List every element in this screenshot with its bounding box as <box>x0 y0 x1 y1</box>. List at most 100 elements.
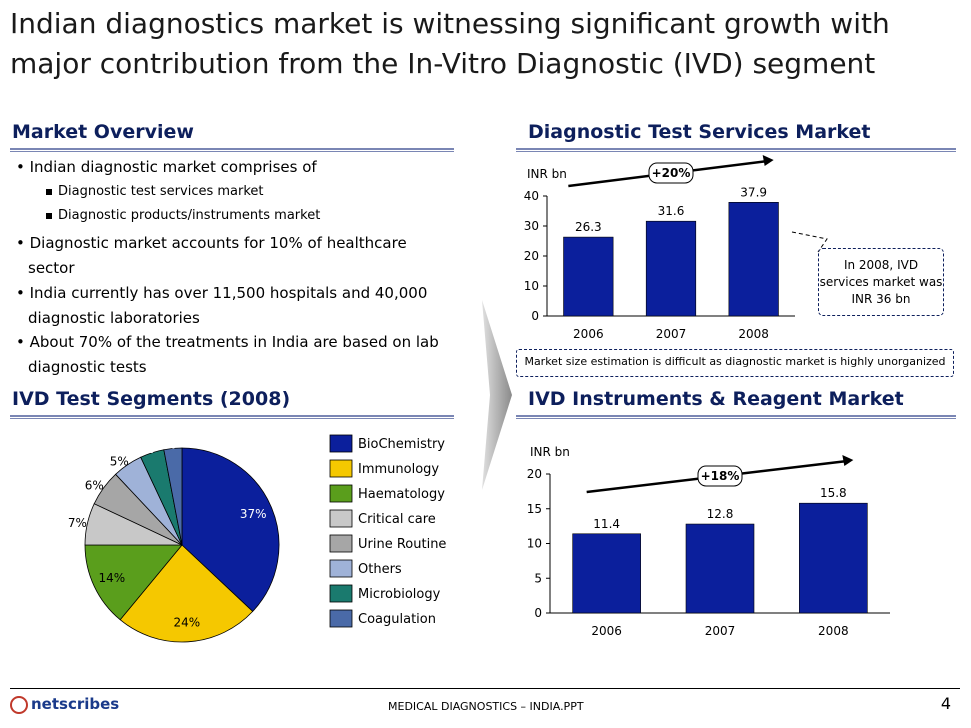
pie-slice-Coagulation <box>163 447 183 546</box>
services-note-text: Market size estimation is difficult as d… <box>524 355 946 368</box>
x-tick-label-2006: 2006 <box>573 327 604 341</box>
ivd-segments-rule <box>10 415 454 419</box>
pie-slice-Immunology <box>119 544 254 643</box>
market-overview-header: Market Overview <box>12 121 194 143</box>
instruments-bar-chart: INR bn 0 5 10 15 20 11.4 2006 12.8 2007 15.8 2008 +1… <box>527 445 890 638</box>
y-tick-label: 10 <box>527 537 542 551</box>
bullet-3: • India currently has over 11,500 hospit… <box>16 284 428 327</box>
bullet-4-text: About 70% of the treatments in India are… <box>28 333 439 376</box>
footer-center: MEDICAL DIAGNOSTICS – INDIA.PPT <box>388 700 584 713</box>
legend-swatch-Haematology <box>329 484 353 503</box>
square-bullet-icon <box>46 212 52 219</box>
sub-bullet-1-text: Diagnostic test services market <box>58 184 264 199</box>
callout-connector <box>791 231 828 253</box>
y-axis-label: INR bn <box>527 167 567 181</box>
logo-circle-icon <box>10 695 28 714</box>
bullet-3-text: India currently has over 11,500 hospital… <box>28 284 428 327</box>
legend-label-Immunology: Immunology <box>358 462 439 477</box>
legend-swatch-Immunology <box>329 459 353 478</box>
ivd-segments-pie-chart: 37% 24% 14% 7% 6% 5% 4% 3% BioChemistry Immunolo… <box>68 434 446 643</box>
ivd-segments-header: IVD Test Segments (2008) <box>12 388 291 410</box>
services-callout-text: In 2008, IVD services market was INR 36 … <box>819 257 943 306</box>
bar-2006 <box>563 236 614 317</box>
growth-arrowhead-icon <box>762 155 774 166</box>
bar-2008 <box>728 201 779 317</box>
pie-label-Coagulation: 3% <box>157 437 176 451</box>
transition-arrow-icon <box>482 300 512 490</box>
y-tick-label: 15 <box>527 502 542 516</box>
bullet-2-text: Diagnostic market accounts for 10% of he… <box>28 234 407 277</box>
legend-label-Haematology: Haematology <box>358 487 445 502</box>
instruments-rule <box>516 415 956 419</box>
sub-bullet-2-text: Diagnostic products/instruments market <box>58 208 321 223</box>
logo-text: netscribes <box>31 695 120 713</box>
growth-label: +18% <box>701 469 740 483</box>
growth-badge <box>648 162 694 184</box>
x-tick-label-2007: 2007 <box>705 624 736 638</box>
legend-swatch-Microbiology <box>329 584 353 603</box>
legend-label-Critical care: Critical care <box>358 512 436 527</box>
y-axis-label: INR bn <box>530 445 570 459</box>
page-number: 4 <box>940 694 951 713</box>
bullet-1-text: Indian diagnostic market comprises of <box>29 158 317 176</box>
pie-label-Urine Routine: 6% <box>85 479 104 493</box>
legend-label-BioChemistry: BioChemistry <box>358 437 445 452</box>
bullet-2: • Diagnostic market accounts for 10% of … <box>16 234 407 277</box>
growth-badge <box>697 465 743 487</box>
services-header: Diagnostic Test Services Market <box>528 121 871 143</box>
services-callout: In 2008, IVD services market was INR 36 … <box>818 248 944 316</box>
x-tick-label-2008: 2008 <box>738 327 769 341</box>
legend-label-Microbiology: Microbiology <box>358 587 441 602</box>
x-tick-label-2007: 2007 <box>656 327 687 341</box>
pie-label-Haematology: 14% <box>98 571 125 585</box>
x-tick-label-2008: 2008 <box>818 624 849 638</box>
y-tick-label: 20 <box>527 467 542 481</box>
services-note: Market size estimation is difficult as d… <box>516 349 954 377</box>
data-label-2008: 37.9 <box>740 185 767 199</box>
netscribes-logo: netscribes <box>10 695 119 714</box>
bar-2006 <box>572 533 641 614</box>
bar-2008 <box>799 502 868 614</box>
legend-label-Others: Others <box>358 562 402 577</box>
market-overview-rule <box>10 148 454 152</box>
data-label-2007: 31.6 <box>658 204 685 218</box>
bar-2007 <box>645 220 697 317</box>
pie-label-Immunology: 24% <box>174 615 201 629</box>
data-label-2006: 11.4 <box>593 517 620 531</box>
legend-swatch-BioChemistry <box>329 434 353 453</box>
sub-bullet-1: Diagnostic test services market <box>46 184 264 199</box>
growth-arrowhead-icon <box>842 455 854 466</box>
pie-label-Others: 5% <box>110 454 129 468</box>
services-bar-chart: INR bn 0 10 20 30 40 26.3 2006 31.6 2007 37.9 2008 +… <box>524 155 828 341</box>
bar-2007 <box>685 523 755 614</box>
legend-swatch-Others <box>329 559 353 578</box>
data-label-2006: 26.3 <box>575 220 602 234</box>
y-tick-label: 20 <box>524 249 539 263</box>
sub-bullet-2: Diagnostic products/instruments market <box>46 208 320 223</box>
pie-label-Critical care: 7% <box>68 516 87 530</box>
legend-swatch-Critical care <box>329 509 353 528</box>
services-rule <box>516 148 956 152</box>
footer-rule <box>10 688 960 689</box>
legend-swatch-Coagulation <box>329 609 353 628</box>
pie-label-Microbiology: 4% <box>135 442 154 456</box>
square-bullet-icon <box>46 188 52 195</box>
y-tick-label: 40 <box>524 189 539 203</box>
pie-label-BioChemistry: 37% <box>240 507 267 521</box>
legend-swatch-Urine Routine <box>329 534 353 553</box>
data-label-2008: 15.8 <box>820 486 847 500</box>
pie-slice-BioChemistry <box>181 447 280 612</box>
page-title: Indian diagnostics market is witnessing … <box>10 7 890 80</box>
growth-label: +20% <box>652 166 691 180</box>
y-tick-label: 30 <box>524 219 539 233</box>
data-label-2007: 12.8 <box>707 507 734 521</box>
y-tick-label: 5 <box>534 571 542 585</box>
instruments-header: IVD Instruments & Reagent Market <box>528 388 904 410</box>
bullet-1: • Indian diagnostic market comprises of <box>16 158 317 176</box>
y-tick-label: 0 <box>531 309 539 323</box>
legend-label-Coagulation: Coagulation <box>358 612 436 627</box>
legend-label-Urine Routine: Urine Routine <box>358 537 446 552</box>
y-tick-label: 0 <box>534 606 542 620</box>
bullet-4: • About 70% of the treatments in India a… <box>16 333 439 376</box>
x-tick-label-2006: 2006 <box>591 624 622 638</box>
